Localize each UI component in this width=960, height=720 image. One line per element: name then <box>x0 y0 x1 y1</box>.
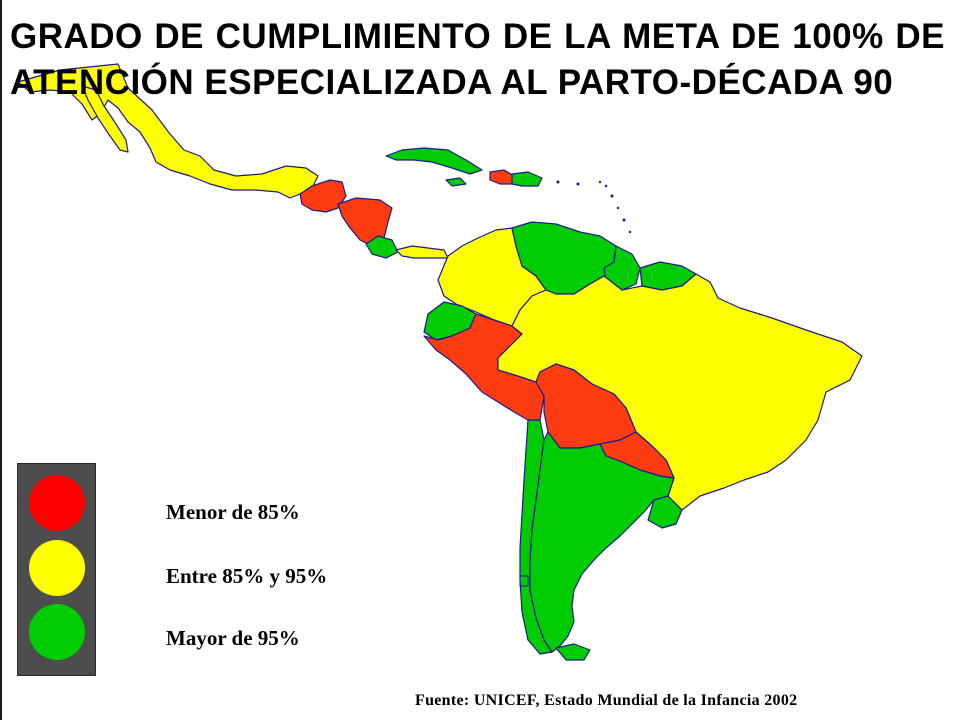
region-panama <box>395 245 449 259</box>
red-lamp-icon <box>29 475 85 531</box>
left-border <box>0 0 2 720</box>
region-jamaica <box>445 177 467 187</box>
caribbean-islands <box>556 180 632 234</box>
yellow-lamp-icon <box>29 540 85 596</box>
page-title: GRADO DE CUMPLIMIENTO DE LA META DE 100%… <box>10 17 945 102</box>
region-tierra-del-fuego <box>555 643 591 661</box>
traffic-light-legend <box>17 463 96 676</box>
region-haiti <box>489 169 515 185</box>
legend-label-red: Menor de 85% <box>166 500 300 524</box>
green-lamp-icon <box>29 604 85 660</box>
legend-label-green: Mayor de 95% <box>166 626 300 650</box>
region-uruguay <box>647 495 683 529</box>
region-argentina <box>529 431 675 653</box>
region-guatemala <box>299 179 347 213</box>
region-baja-california <box>81 85 129 153</box>
legend-label-yellow: Entre 85% y 95% <box>166 564 328 588</box>
region-dominican-republic <box>511 171 543 187</box>
island-falkland-outline <box>519 575 529 587</box>
source-note: Fuente: UNICEF, Estado Mundial de la Inf… <box>415 692 798 709</box>
region-cuba <box>385 147 483 175</box>
